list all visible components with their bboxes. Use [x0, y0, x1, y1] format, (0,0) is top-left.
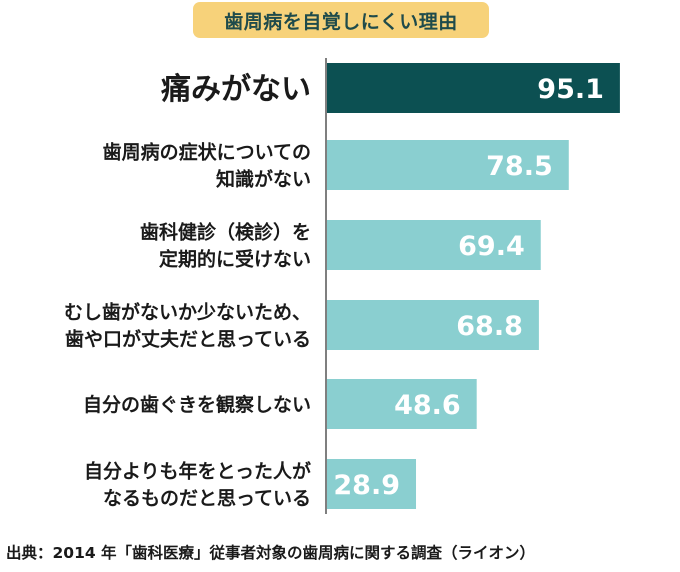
category-label: 歯科健診（検診）を [140, 220, 311, 243]
category-label: 定期的に受けない [159, 247, 311, 270]
category-label: 歯や口が丈夫だと思っている [65, 327, 311, 350]
bar [327, 140, 569, 190]
bar-value-label: 48.6 [394, 390, 461, 421]
bar-value-label: 78.5 [486, 151, 553, 182]
bar [327, 379, 477, 429]
bar [327, 459, 417, 509]
bar-value-label: 95.1 [537, 74, 604, 105]
bar-value-label: 69.4 [458, 231, 525, 262]
category-label: 歯周病の症状についての [103, 140, 311, 163]
category-label: 知識がない [216, 167, 311, 190]
bar [327, 220, 541, 270]
bar [327, 300, 539, 350]
category-label: なるものだと思っている [103, 487, 311, 509]
category-label: 痛みがない [161, 72, 311, 107]
category-label: 自分の歯ぐきを観察しない [83, 393, 311, 416]
bar-value-label: 28.9 [333, 470, 400, 501]
source-note: 出典：2014 年「歯科医療」従事者対象の歯周病に関する調査（ライオン） [6, 544, 536, 562]
chart-title: 歯周病を自覚しにくい理由 [193, 2, 489, 38]
bar [327, 63, 620, 113]
category-label: むし歯がないか少ないため、 [64, 300, 311, 323]
bar-value-label: 68.8 [456, 311, 523, 342]
category-label: 自分よりも年をとった人が [84, 459, 311, 482]
